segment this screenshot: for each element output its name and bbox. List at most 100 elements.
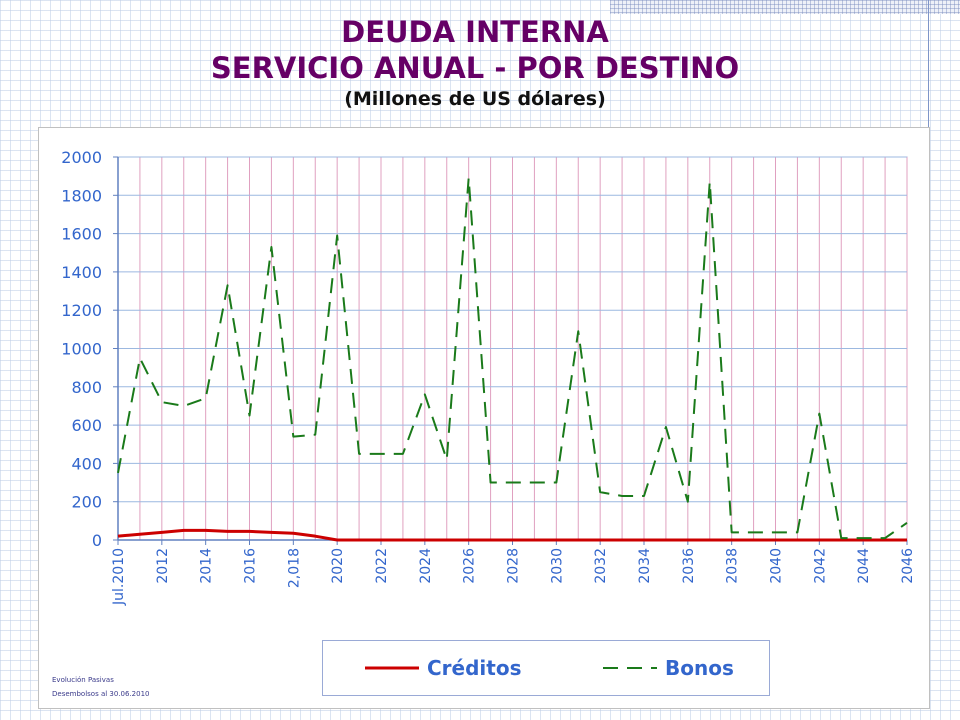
data-point-creditos [358, 539, 360, 541]
data-point-bonos [599, 491, 601, 493]
y-tick-label: 800 [71, 378, 102, 397]
data-point-bonos [161, 401, 163, 403]
y-tick-label: 1200 [61, 301, 102, 320]
data-point-bonos [293, 436, 295, 438]
data-point-creditos [643, 539, 645, 541]
data-point-creditos [819, 539, 821, 541]
data-point-bonos [205, 397, 207, 399]
data-point-bonos [380, 453, 382, 455]
data-point-bonos [534, 482, 536, 484]
y-tick-label: 400 [71, 454, 102, 473]
data-point-creditos [731, 539, 733, 541]
x-tick-label: 2040 [769, 548, 785, 584]
data-point-bonos [117, 472, 119, 474]
x-tick-label: 2034 [637, 548, 653, 584]
data-point-creditos [293, 532, 295, 534]
data-point-creditos [424, 539, 426, 541]
legend-swatch-creditos [365, 666, 419, 670]
data-point-creditos [621, 539, 623, 541]
data-point-bonos [819, 413, 821, 415]
data-point-bonos [665, 426, 667, 428]
legend-item-creditos: Créditos [363, 641, 521, 695]
data-point-creditos [906, 539, 908, 541]
data-point-creditos [249, 531, 251, 533]
data-point-bonos [884, 537, 886, 539]
y-tick-label: 1000 [61, 340, 102, 359]
legend-label-bonos: Bonos [665, 656, 734, 680]
corner-pattern-band [610, 0, 960, 14]
x-tick-label: 2028 [506, 548, 522, 584]
data-point-bonos [643, 495, 645, 497]
data-point-bonos [775, 532, 777, 534]
data-point-bonos [336, 235, 338, 237]
data-point-bonos [314, 434, 316, 436]
series-line-bonos [117, 177, 908, 540]
data-point-bonos [249, 415, 251, 417]
legend-label-creditos: Créditos [427, 656, 522, 680]
data-point-bonos [753, 532, 755, 534]
x-tick-label: 2020 [330, 548, 346, 584]
data-point-creditos [797, 539, 799, 541]
x-tick-label: 2026 [462, 548, 478, 584]
data-point-creditos [775, 539, 777, 541]
x-tick-label: 2024 [418, 548, 434, 584]
x-tick-label: 2044 [856, 548, 872, 584]
data-point-bonos [731, 532, 733, 534]
data-point-creditos [556, 539, 558, 541]
legend-swatch-bonos [603, 667, 657, 669]
data-point-creditos [490, 539, 492, 541]
data-point-creditos [446, 539, 448, 541]
data-point-bonos [490, 482, 492, 484]
x-tick-label: 2038 [725, 548, 741, 584]
footnote-line-1: Evolución Pasivas [52, 676, 114, 684]
chart-title-line-2: SERVICIO ANUAL - POR DESTINO [210, 51, 740, 85]
data-point-bonos [687, 501, 689, 503]
data-point-bonos [621, 495, 623, 497]
data-point-creditos [183, 530, 185, 532]
data-point-creditos [227, 531, 229, 533]
data-point-creditos [753, 539, 755, 541]
side-rule [928, 0, 929, 248]
data-point-creditos [336, 539, 338, 541]
data-point-bonos [227, 285, 229, 287]
x-tick-label: 2032 [593, 548, 609, 584]
data-point-bonos [840, 537, 842, 539]
data-point-creditos [534, 539, 536, 541]
y-tick-label: 2000 [61, 148, 102, 167]
data-point-bonos [797, 532, 799, 534]
data-point-bonos [512, 482, 514, 484]
data-point-creditos [709, 539, 711, 541]
data-point-creditos [314, 535, 316, 537]
legend-item-bonos: Bonos [601, 641, 734, 695]
data-point-creditos [512, 539, 514, 541]
data-point-bonos [424, 394, 426, 396]
x-tick-label: Jul.2010 [111, 548, 127, 606]
data-point-bonos [139, 357, 141, 359]
data-point-creditos [884, 539, 886, 541]
data-point-bonos [577, 330, 579, 332]
x-tick-label: 2016 [243, 548, 259, 584]
y-tick-label: 0 [92, 531, 102, 550]
data-point-bonos [446, 459, 448, 461]
data-point-creditos [687, 539, 689, 541]
y-tick-label: 600 [71, 416, 102, 435]
x-tick-label: 2046 [900, 548, 916, 584]
data-point-creditos [599, 539, 601, 541]
data-point-creditos [468, 539, 470, 541]
data-point-bonos [358, 453, 360, 455]
data-point-creditos [380, 539, 382, 541]
data-point-creditos [402, 539, 404, 541]
data-point-creditos [577, 539, 579, 541]
data-point-bonos [862, 537, 864, 539]
x-tick-label: 2036 [681, 548, 697, 584]
data-point-bonos [468, 177, 470, 179]
legend: Créditos Bonos [322, 640, 770, 696]
data-point-bonos [906, 522, 908, 524]
y-tick-label: 1400 [61, 263, 102, 282]
data-point-bonos [709, 181, 711, 183]
y-tick-label: 1800 [61, 186, 102, 205]
y-tick-label: 200 [71, 493, 102, 512]
title-block: DEUDA INTERNA SERVICIO ANUAL - POR DESTI… [0, 14, 950, 112]
chart-subtitle: (Millones de US dólares) [344, 88, 606, 110]
x-tick-label: 2030 [549, 548, 565, 584]
